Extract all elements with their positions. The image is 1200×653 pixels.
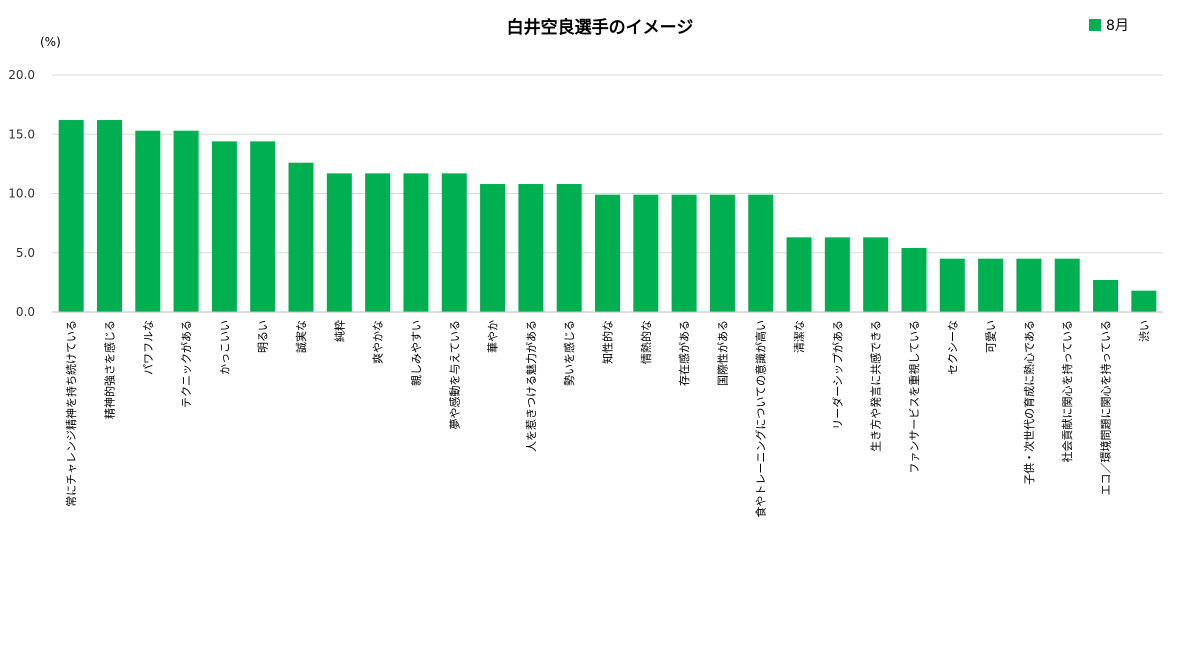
category-label: かっこいい [218, 320, 231, 375]
bar [556, 184, 582, 312]
bar [288, 162, 314, 312]
category-label: エコ／環境問題に関心を持っている [1099, 320, 1113, 495]
legend-label: 8月 [1106, 18, 1129, 34]
bar [326, 173, 352, 312]
bar [1016, 258, 1042, 312]
y-tick-label: 10.0 [8, 187, 35, 201]
bar [786, 237, 812, 312]
bar [441, 173, 467, 312]
bar [901, 248, 927, 312]
bar [748, 194, 774, 312]
bar [211, 141, 237, 312]
bar [135, 130, 161, 312]
bar [824, 237, 850, 312]
category-label: 明るい [257, 320, 270, 353]
category-label: 勢いを感じる [562, 320, 576, 386]
y-tick-label: 15.0 [8, 127, 35, 141]
category-label: 純粋 [332, 320, 346, 342]
category-label: 華やか [487, 320, 500, 353]
y-tick-label: 0.0 [16, 305, 35, 319]
category-label: 清潔な [792, 320, 806, 353]
category-label: 渋い [1138, 320, 1151, 342]
bar [518, 184, 544, 312]
category-label: セクシーな [946, 320, 959, 375]
category-label: 可愛い [985, 320, 998, 353]
legend: 8月 [1089, 18, 1129, 34]
category-label: テクニックがある [179, 320, 193, 408]
category-label: 夢や感動を与えている [447, 320, 461, 429]
y-axis-unit-label: (%) [40, 35, 61, 49]
category-label: 食やトレーニングについての意識が高い [754, 320, 768, 518]
bar [978, 258, 1004, 312]
bar [96, 120, 122, 312]
bar [633, 194, 659, 312]
category-label: 知性的な [601, 320, 615, 364]
legend-swatch [1089, 19, 1101, 31]
bar [480, 184, 506, 312]
category-label: リーダーシップがある [830, 320, 844, 430]
bar [595, 194, 620, 312]
bars [58, 120, 1157, 312]
category-label: 爽やかな [372, 320, 385, 364]
category-label: 子供・次世代の育成に熱心である [1022, 320, 1036, 485]
bar [58, 120, 84, 312]
bar [671, 194, 697, 312]
category-label: 誠実な [294, 320, 308, 353]
bar [250, 141, 276, 312]
category-label: 人を惹きつける魅力がある [524, 320, 538, 452]
bar [939, 258, 965, 312]
category-label: 社会貢献に関心を持っている [1060, 320, 1074, 462]
y-tick-label: 5.0 [16, 246, 35, 260]
bar [1131, 290, 1157, 312]
category-label: 精神的強さを感じる [102, 320, 116, 419]
category-labels: 常にチャレンジ精神を持ち続けている 精神的強さを感じる パワフルな テクニックがある か… [64, 320, 1151, 518]
bar [403, 173, 429, 312]
category-label: 親しみやすい [410, 320, 423, 386]
category-label: ファンサービスを重視している [907, 320, 921, 474]
bar [863, 237, 889, 312]
category-label: 常にチャレンジ精神を持ち続けている [64, 320, 78, 507]
y-tick-label: 20.0 [8, 68, 35, 82]
bar [173, 130, 199, 312]
bar [1093, 280, 1119, 312]
category-label: 国際性がある [715, 320, 729, 386]
category-label: 存在感がある [677, 320, 691, 386]
bar [709, 194, 735, 312]
category-label: 情熱的な [639, 320, 653, 364]
y-axis-ticks: 0.0 5.0 10.0 15.0 20.0 [8, 68, 35, 319]
bar [365, 173, 391, 312]
bar [1054, 258, 1080, 312]
chart-title: 白井空良選手のイメージ [507, 17, 694, 38]
category-label: 生き方や発言に共感できる [869, 320, 883, 452]
category-label: パワフルな [142, 320, 155, 375]
